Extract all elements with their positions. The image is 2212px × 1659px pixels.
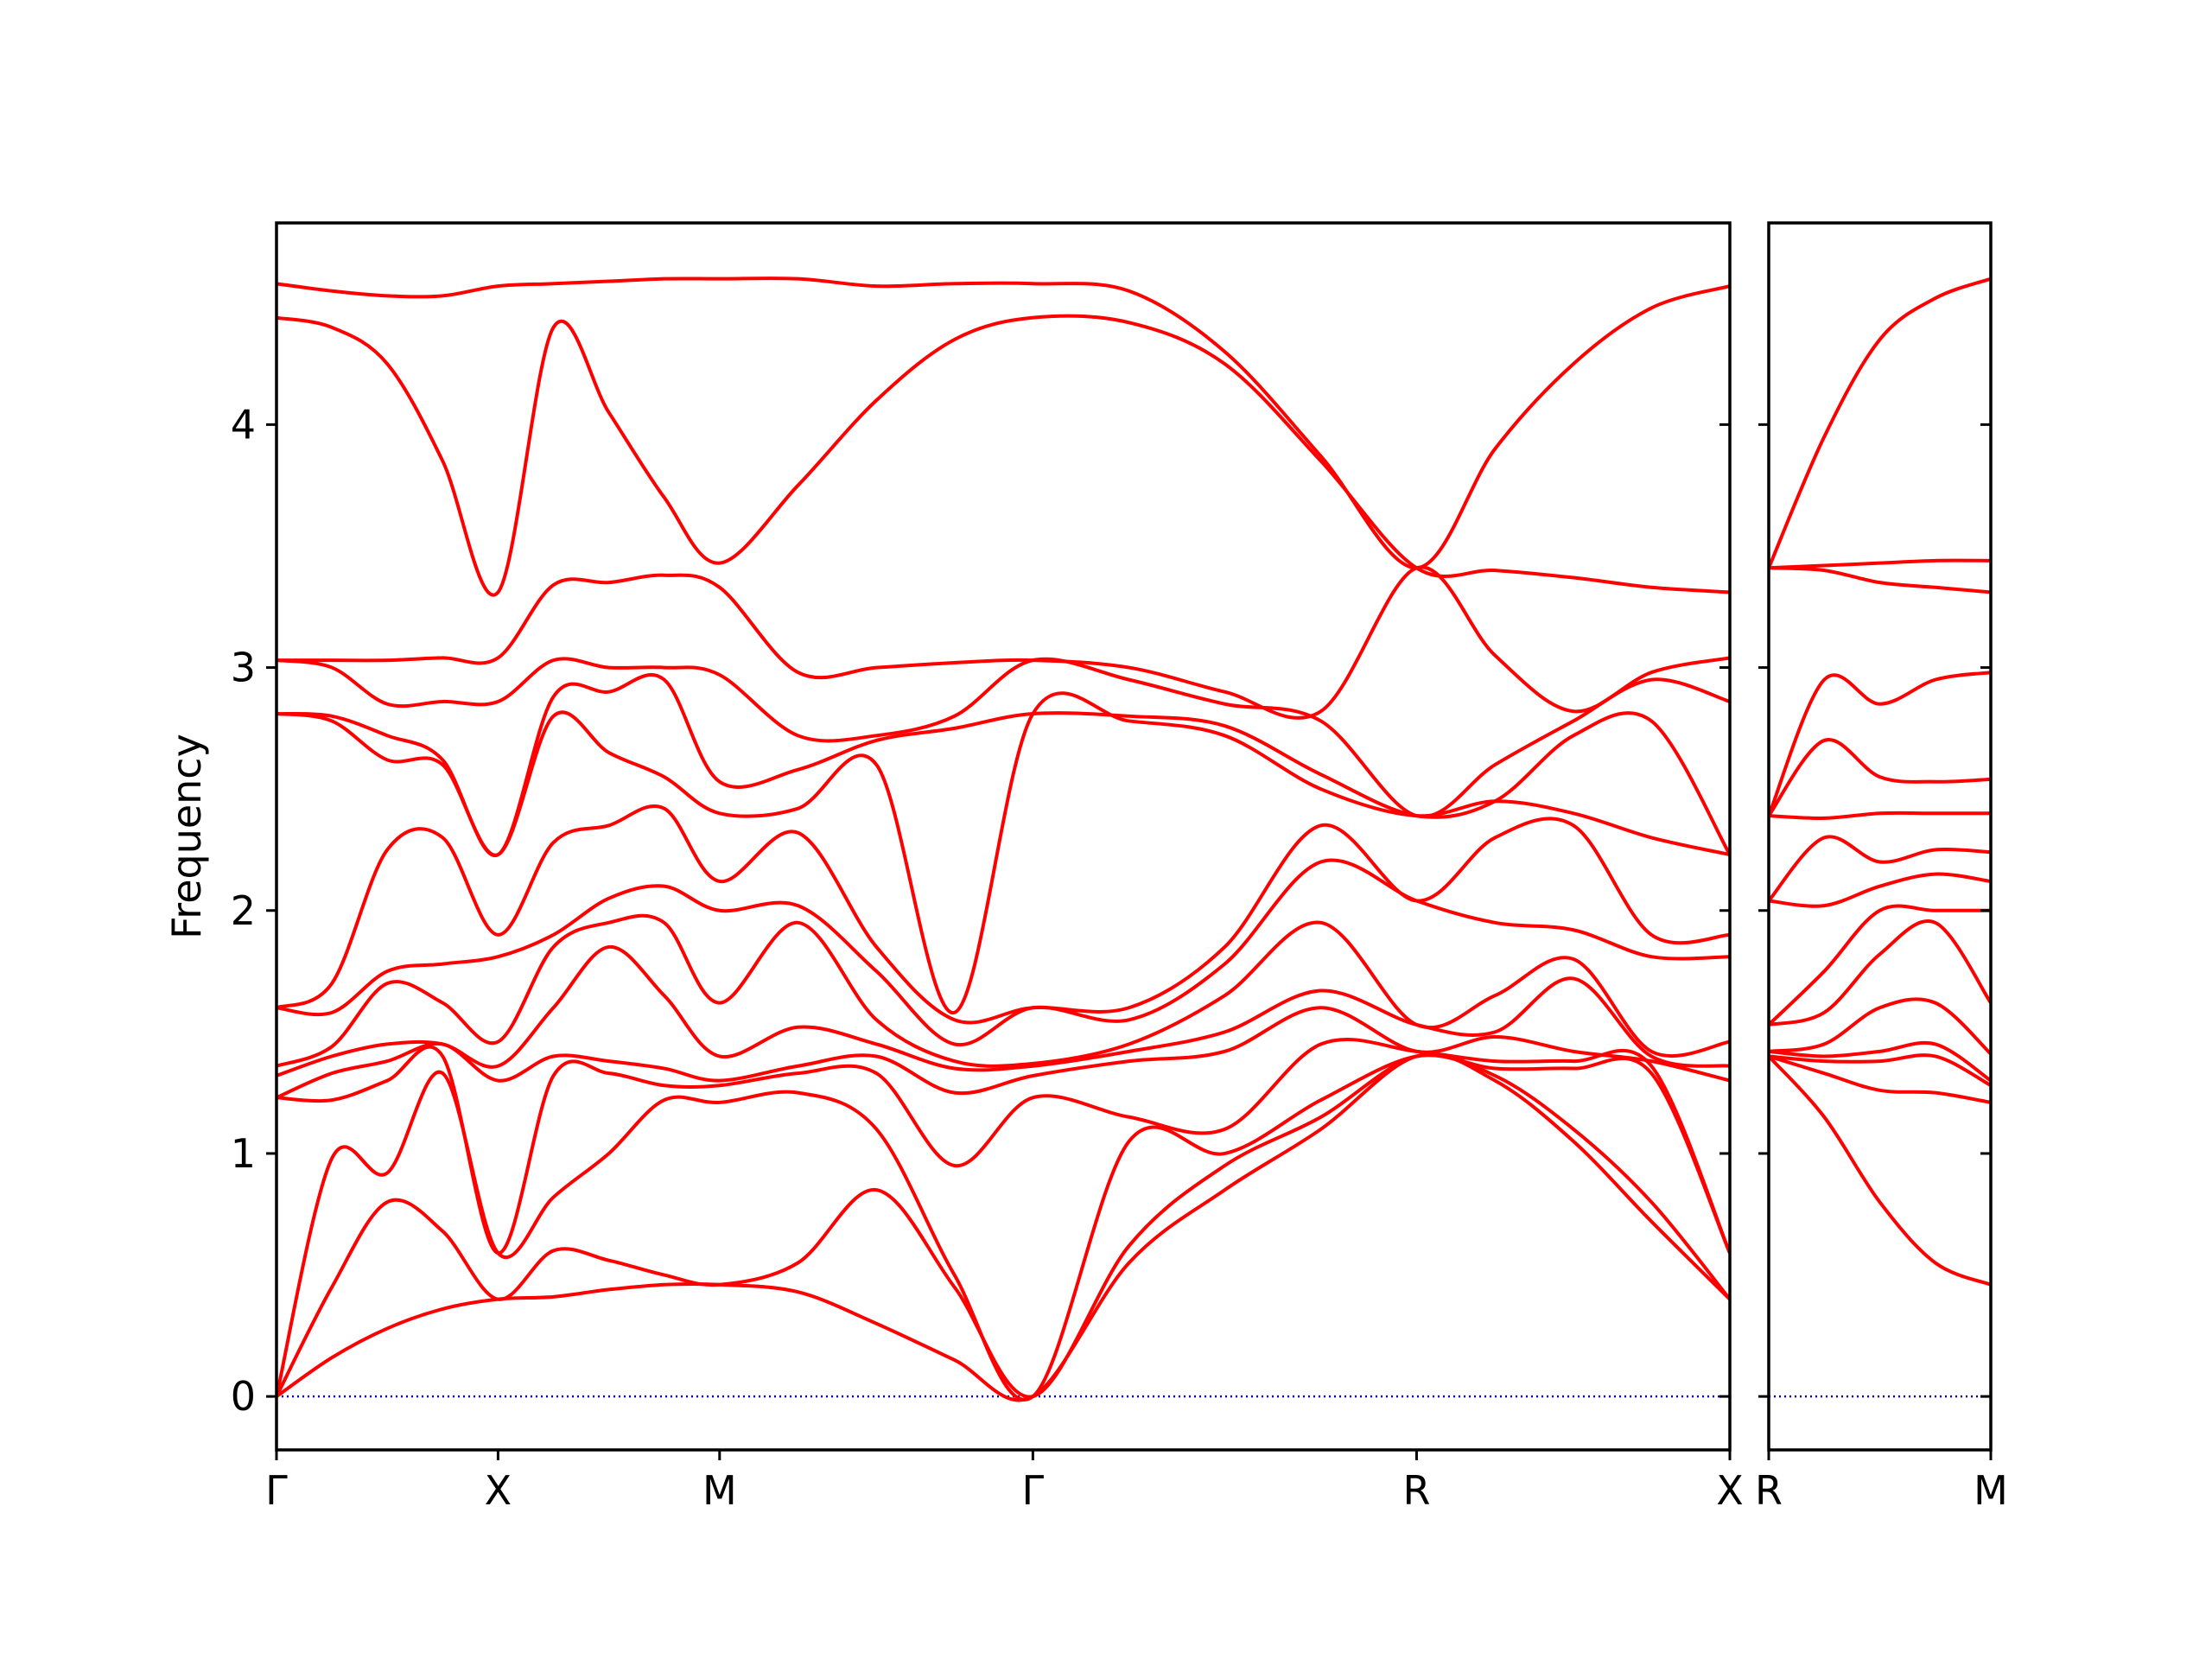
band-line [276, 1052, 1730, 1402]
band-line [276, 1037, 1730, 1255]
band-line [1769, 558, 1991, 570]
y-axis-title: Frequency [163, 734, 210, 939]
band-line [276, 858, 1730, 1047]
band-line [276, 314, 1730, 597]
band-line [1769, 1054, 1991, 1104]
band-line [276, 944, 1730, 1077]
band-line [276, 565, 1730, 720]
plot-area [1769, 276, 1991, 1398]
x-tick-label: X [1716, 1467, 1744, 1514]
x-tick-label: Γ [265, 1467, 288, 1514]
band-line [276, 657, 1730, 819]
y-tick-label: 4 [231, 401, 256, 448]
band-line [1769, 872, 1991, 908]
band-line [1769, 1053, 1991, 1087]
x-tick-label: M [702, 1467, 737, 1514]
band-line [1769, 1055, 1991, 1287]
y-tick-label: 3 [231, 645, 256, 691]
band-line [1769, 810, 1991, 820]
band-line [1769, 919, 1991, 1027]
band-line [1769, 738, 1991, 817]
band-line [1769, 835, 1991, 902]
band-line [1769, 1040, 1991, 1083]
band-line [276, 276, 1730, 570]
band-line [276, 1052, 1730, 1399]
band-line [1769, 904, 1991, 1027]
y-tick-label: 1 [231, 1130, 256, 1177]
x-tick-label: X [485, 1467, 512, 1514]
axes-frame [275, 221, 1732, 1452]
x-tick-label: R [1755, 1467, 1783, 1514]
x-tick-label: Γ [1022, 1467, 1045, 1514]
y-tick-label: 2 [231, 887, 256, 934]
x-tick-label: M [1974, 1467, 2008, 1514]
band-line [276, 1053, 1730, 1402]
x-tick-label: R [1402, 1467, 1430, 1514]
band-line [1769, 671, 1991, 817]
band-line [1769, 997, 1991, 1056]
band-line [276, 673, 1730, 858]
band-line [1769, 566, 1991, 594]
y-tick-label: 0 [231, 1373, 256, 1420]
band-line [276, 913, 1730, 1068]
band-line [276, 1006, 1730, 1100]
axes-frame [1767, 221, 1993, 1452]
band-line [276, 804, 1730, 1025]
band-line [1769, 276, 1991, 569]
plot-area [276, 276, 1730, 1402]
